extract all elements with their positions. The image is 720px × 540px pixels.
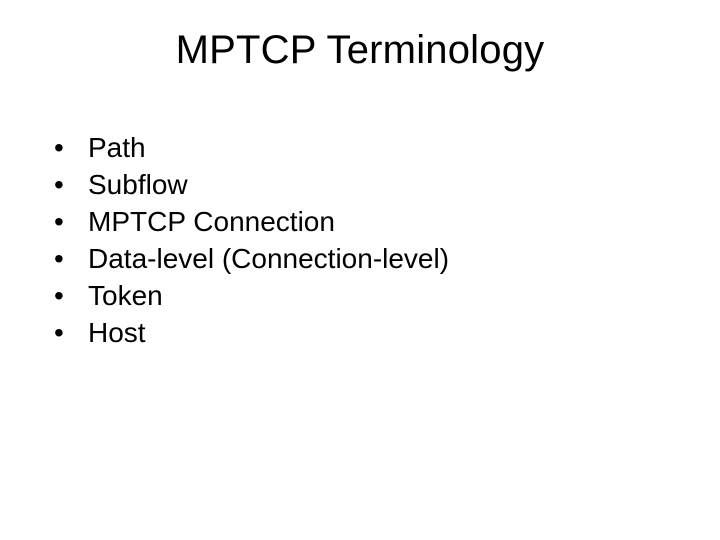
list-item-text: Token bbox=[88, 278, 666, 315]
slide-title: MPTCP Terminology bbox=[0, 28, 720, 73]
list-item-text: Subflow bbox=[88, 167, 666, 204]
list-item-text: Path bbox=[88, 130, 666, 167]
list-item: • MPTCP Connection bbox=[54, 204, 666, 241]
bullet-icon: • bbox=[54, 241, 88, 278]
list-item-text: MPTCP Connection bbox=[88, 204, 666, 241]
list-item-text: Host bbox=[88, 315, 666, 352]
slide: MPTCP Terminology • Path • Subflow • MPT… bbox=[0, 0, 720, 540]
list-item: • Token bbox=[54, 278, 666, 315]
bullet-icon: • bbox=[54, 278, 88, 315]
list-item: • Host bbox=[54, 315, 666, 352]
list-item: • Subflow bbox=[54, 167, 666, 204]
list-item: • Data-level (Connection-level) bbox=[54, 241, 666, 278]
bullet-icon: • bbox=[54, 315, 88, 352]
bullet-icon: • bbox=[54, 130, 88, 167]
list-item-text: Data-level (Connection-level) bbox=[88, 241, 666, 278]
bullet-icon: • bbox=[54, 204, 88, 241]
bullet-list: • Path • Subflow • MPTCP Connection • Da… bbox=[54, 130, 666, 352]
bullet-icon: • bbox=[54, 167, 88, 204]
list-item: • Path bbox=[54, 130, 666, 167]
slide-body: • Path • Subflow • MPTCP Connection • Da… bbox=[54, 130, 666, 352]
